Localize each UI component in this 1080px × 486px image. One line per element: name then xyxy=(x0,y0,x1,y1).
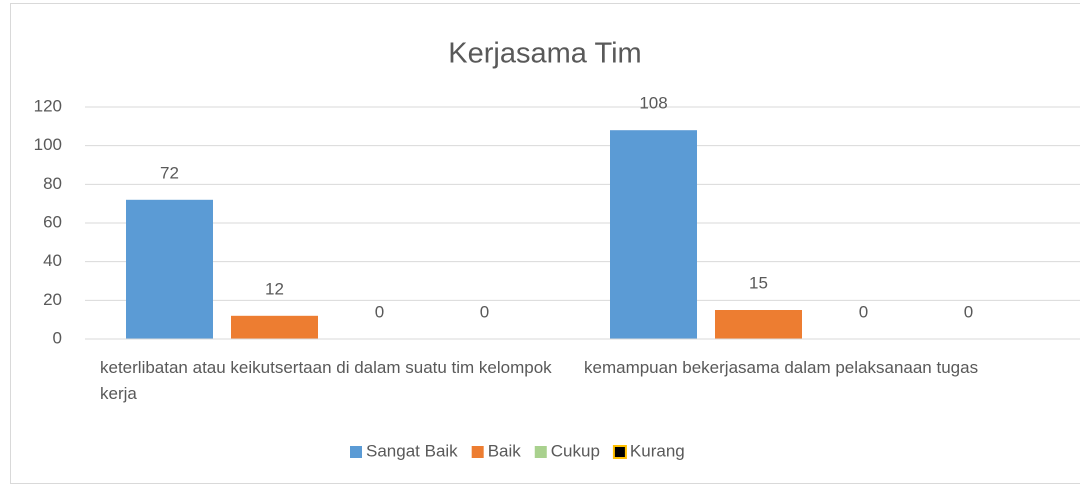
chart-title: Kerjasama Tim xyxy=(448,38,641,70)
y-tick-label: 40 xyxy=(43,251,62,270)
data-label: 108 xyxy=(639,94,667,113)
bar xyxy=(231,315,318,339)
x-tick-label: kemampuan bekerjasama dalam pelaksanaan … xyxy=(584,358,979,377)
legend-swatch xyxy=(612,445,627,459)
bar xyxy=(126,199,213,339)
data-label: 72 xyxy=(160,163,179,182)
y-tick-label: 120 xyxy=(34,96,62,115)
bar xyxy=(715,310,802,339)
x-tick-label-box: kemampuan bekerjasama dalam pelaksanaan … xyxy=(584,358,979,377)
y-tick-label: 100 xyxy=(34,135,62,154)
legend-swatch xyxy=(471,446,484,458)
legend-label: Kurang xyxy=(630,441,685,460)
legend-swatch xyxy=(534,446,547,458)
y-tick-label: 60 xyxy=(43,212,62,231)
legend-label: Sangat Baik xyxy=(366,441,458,460)
data-label: 0 xyxy=(375,302,384,321)
y-tick-label: 0 xyxy=(53,328,62,347)
legend-swatch xyxy=(350,446,362,458)
legend-label: Baik xyxy=(488,441,522,460)
x-tick-label: keterlibatan atau keikutsertaan di dalam… xyxy=(100,358,552,403)
y-tick-label: 20 xyxy=(43,290,62,309)
data-label: 12 xyxy=(265,279,284,298)
x-tick-label-box: keterlibatan atau keikutsertaan di dalam… xyxy=(100,358,552,403)
data-label: 15 xyxy=(749,273,768,292)
bar xyxy=(610,130,697,339)
legend-label: Cukup xyxy=(551,441,600,460)
data-label: 0 xyxy=(859,302,868,321)
data-label: 0 xyxy=(964,302,973,321)
data-label: 0 xyxy=(480,302,489,321)
y-tick-label: 80 xyxy=(43,174,62,193)
